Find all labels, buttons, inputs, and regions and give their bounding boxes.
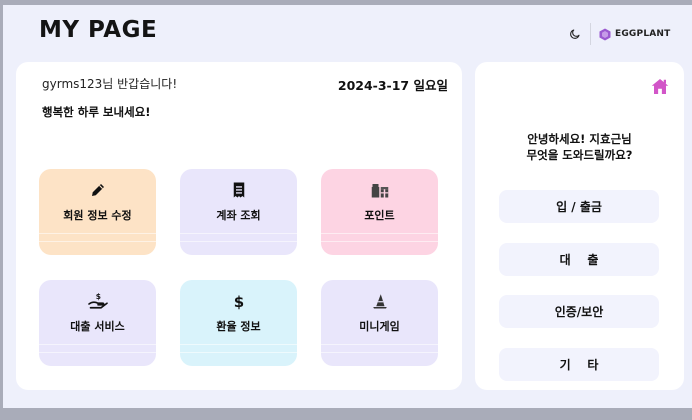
brand-name: EGGPLANT	[615, 29, 671, 39]
assistant-line-1: 안녕하세요! 지효근님	[527, 132, 632, 146]
tile-edit-profile[interactable]: 회원 정보 수정	[39, 169, 156, 255]
tile-label: 계좌 조회	[216, 209, 261, 222]
hexagon-logo-icon	[599, 28, 611, 40]
brand-logo[interactable]: EGGPLANT	[599, 28, 671, 41]
tile-label: 대출 서비스	[70, 320, 125, 333]
wish-text: 행복한 하루 보내세요!	[42, 105, 151, 119]
header-actions: EGGPLANT	[566, 23, 671, 45]
moon-icon[interactable]	[566, 25, 584, 43]
svg-text:$: $	[233, 293, 243, 310]
tile-label: 환율 정보	[216, 320, 261, 333]
etc-button[interactable]: 기 타	[499, 348, 659, 381]
tile-points[interactable]: 포인트	[321, 169, 438, 255]
tile-label: 포인트	[364, 209, 395, 222]
auth-security-button[interactable]: 인증/보안	[499, 295, 659, 328]
svg-text:$: $	[95, 292, 100, 301]
hand-money-icon: $	[87, 292, 108, 309]
date-text: 2024-3-17 일요일	[337, 78, 448, 93]
loan-button[interactable]: 대 출	[499, 243, 659, 276]
left-border	[0, 5, 3, 408]
header-divider	[590, 23, 591, 45]
assistant-message: 안녕하세요! 지효근님 무엇을 도와드릴까요?	[475, 131, 684, 163]
dollar-icon: $	[233, 293, 243, 310]
tile-label: 회원 정보 수정	[63, 209, 132, 222]
tile-exchange-rate[interactable]: $ 환율 정보	[180, 280, 297, 366]
tile-account-inquiry[interactable]: 계좌 조회	[180, 169, 297, 255]
assistant-line-2: 무엇을 도와드릴까요?	[526, 148, 633, 162]
side-panel: 안녕하세요! 지효근님 무엇을 도와드릴까요? 입 / 출금 대 출 인증/보안…	[475, 62, 684, 390]
home-icon[interactable]	[651, 78, 669, 96]
main-panel: gyrms123님 반갑습니다! 2024-3-17 일요일 행복한 하루 보내…	[16, 62, 462, 390]
greeting-text: gyrms123님 반갑습니다!	[42, 77, 178, 91]
receipt-icon	[233, 182, 244, 198]
page-title: MY PAGE	[39, 17, 158, 43]
tile-loan-service[interactable]: $ 대출 서비스	[39, 280, 156, 366]
pencil-icon	[91, 184, 104, 196]
tile-minigame[interactable]: 미니게임	[321, 280, 438, 366]
wizard-hat-icon	[372, 294, 387, 309]
tile-label: 미니게임	[359, 320, 400, 333]
deposit-withdraw-button[interactable]: 입 / 출금	[499, 190, 659, 223]
bottom-border	[0, 408, 692, 420]
top-border	[0, 0, 692, 5]
gift-icon	[371, 184, 388, 198]
